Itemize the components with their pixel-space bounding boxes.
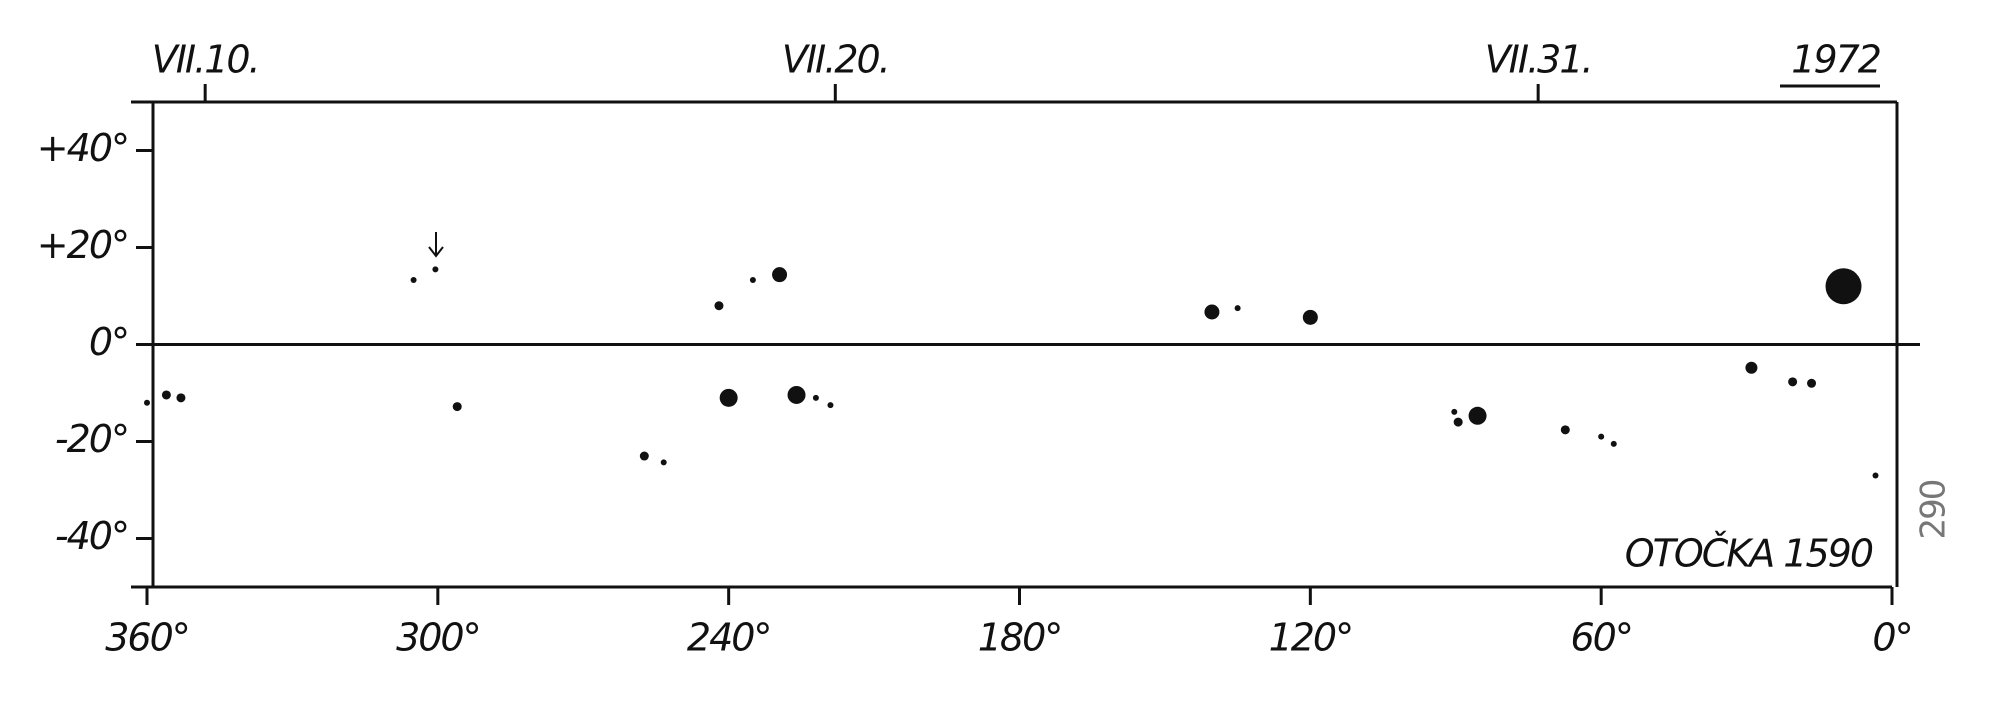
spot — [1825, 268, 1862, 305]
spot — [1807, 378, 1817, 388]
spot — [1302, 309, 1318, 325]
y-tick-label: +20° — [37, 223, 128, 267]
spot — [787, 385, 806, 404]
x-tick-label: 300° — [396, 616, 480, 660]
page-number: 290 — [1914, 480, 1954, 539]
spot — [1451, 408, 1458, 415]
spot — [1872, 472, 1879, 479]
x2-tick-label: VII.31. — [1485, 38, 1592, 82]
spot — [1204, 304, 1220, 320]
spot — [1560, 425, 1570, 435]
spot — [1468, 406, 1487, 425]
spot — [772, 267, 788, 283]
x-tick-label: 240° — [687, 616, 771, 660]
x-tick-label: 0° — [1872, 616, 1911, 660]
x2-tick-label: VII.10. — [152, 38, 259, 82]
spot — [1598, 433, 1605, 440]
spot — [410, 276, 417, 283]
spot — [714, 301, 724, 311]
y-tick-label: -40° — [55, 514, 128, 558]
x2-tick-label: VII.20. — [782, 38, 889, 82]
x-tick-label: 120° — [1269, 616, 1353, 660]
spot — [749, 276, 756, 283]
x-tick-label: 180° — [978, 616, 1062, 660]
x-tick-label: 360° — [105, 616, 189, 660]
annotation: OTOČKA 1590 — [1625, 532, 1873, 576]
spot — [1453, 417, 1463, 427]
arrow — [428, 232, 444, 258]
y-tick-label: -20° — [55, 417, 128, 461]
spot — [719, 388, 738, 407]
x-tick-label: 60° — [1570, 616, 1631, 660]
spot — [1234, 305, 1241, 312]
spot — [452, 402, 462, 412]
spot — [176, 393, 186, 403]
year-label: 1972 — [1791, 38, 1880, 82]
spot — [1610, 440, 1617, 447]
spot — [812, 394, 819, 401]
spot — [432, 266, 439, 273]
spot — [161, 390, 171, 400]
y-tick-label: 0° — [89, 320, 128, 364]
y-tick-label: +40° — [37, 126, 128, 170]
spot — [660, 459, 667, 466]
spot — [1788, 377, 1798, 387]
spot — [1745, 361, 1758, 374]
spot — [144, 399, 150, 406]
spot — [827, 402, 834, 409]
spot — [639, 451, 649, 461]
